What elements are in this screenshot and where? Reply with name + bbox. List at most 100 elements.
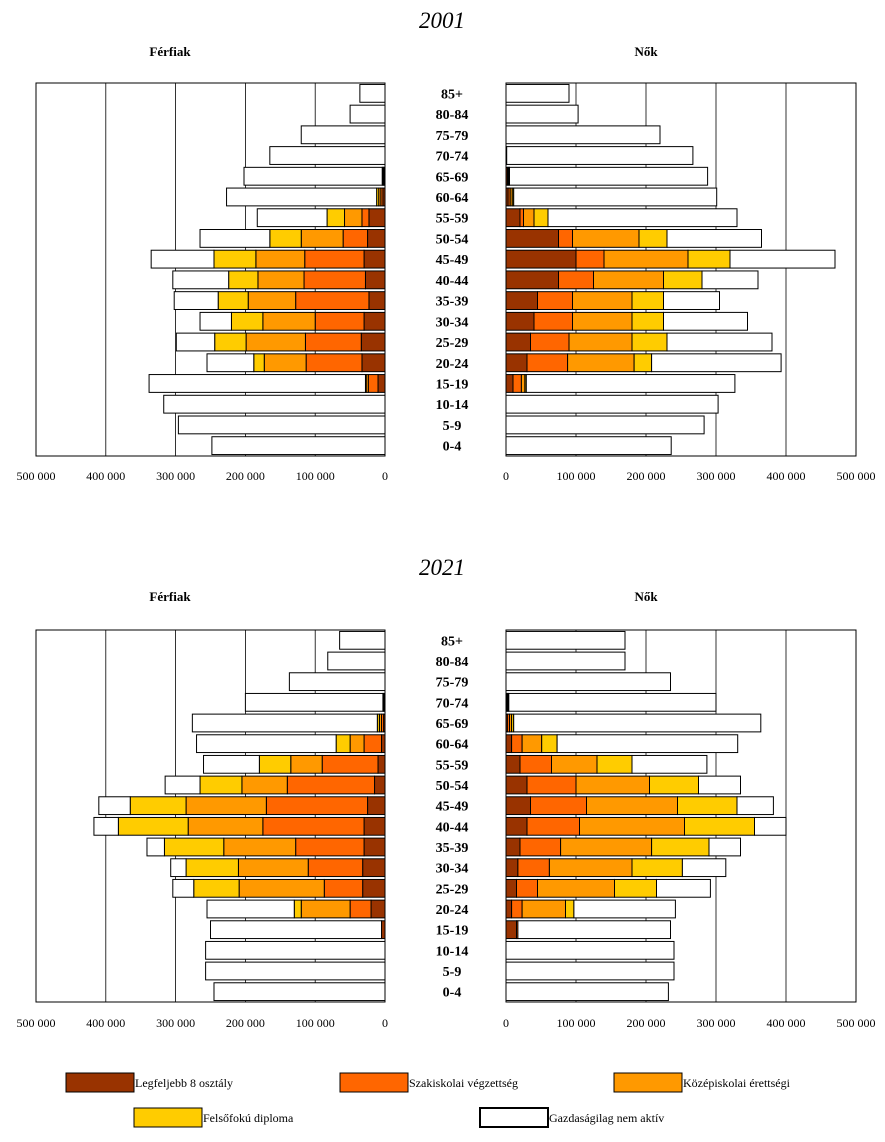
- women-bar-szakiskolai-végzettség: [558, 270, 594, 290]
- men-bar-felsőfokú-diploma: [185, 858, 239, 878]
- women-bar-gazdaságilag-nem-aktív: [505, 415, 705, 435]
- women-bar-gazdaságilag-nem-aktív: [573, 899, 676, 919]
- women-bar-felsőfokú-diploma: [541, 734, 558, 754]
- age-group-label: 35-39: [436, 841, 469, 856]
- women-bar-gazdaságilag-nem-aktív: [525, 374, 736, 393]
- women-x-tick-label: 500 000: [837, 1016, 876, 1030]
- women-bar-legfeljebb-8-osztály: [505, 332, 531, 352]
- men-bar-gazdaságilag-nem-aktív: [173, 291, 219, 310]
- women-bar-gazdaságilag-nem-aktív: [701, 270, 759, 290]
- women-bar-felsőfokú-diploma: [651, 837, 710, 857]
- women-bar-legfeljebb-8-osztály: [505, 270, 559, 290]
- age-group-label: 85+: [441, 87, 463, 102]
- legend-label: Szakiskolai végzettség: [409, 1076, 518, 1090]
- women-bar-középiskolai-érettségi: [568, 332, 633, 352]
- legend-item: Gazdaságilag nem aktív: [479, 1107, 664, 1128]
- women-bar-szakiskolai-végzettség: [537, 291, 573, 310]
- women-bar-szakiskolai-végzettség: [519, 208, 524, 228]
- women-bar-legfeljebb-8-osztály: [505, 816, 528, 836]
- women-bar-legfeljebb-8-osztály: [505, 754, 521, 774]
- women-bar-gazdaságilag-nem-aktív: [681, 858, 727, 878]
- men-bar-felsőfokú-diploma: [258, 754, 292, 774]
- age-group-label: 5-9: [443, 965, 462, 980]
- legend-item: Felsőfokú diploma: [133, 1107, 294, 1128]
- women-bar-szakiskolai-végzettség: [526, 353, 569, 373]
- men-bar-felsőfokú-diploma: [228, 270, 259, 290]
- age-group-label: 40-44: [436, 274, 469, 289]
- men-bar-felsőfokú-diploma: [335, 734, 351, 754]
- women-bar-középiskolai-érettségi: [560, 837, 653, 857]
- women-bar-felsőfokú-diploma: [631, 858, 683, 878]
- legend-label: Középiskolai érettségi: [683, 1076, 791, 1090]
- women-bar-legfeljebb-8-osztály: [505, 920, 517, 940]
- women-bar-gazdaságilag-nem-aktív: [513, 187, 718, 207]
- women-x-tick-label: 100 000: [557, 1016, 596, 1030]
- men-bar-felsőfokú-diploma: [253, 353, 265, 373]
- men-bar-gazdaságilag-nem-aktív: [191, 713, 378, 733]
- men-bar-gazdaságilag-nem-aktív: [150, 249, 215, 269]
- men-bar-gazdaságilag-nem-aktív: [146, 837, 165, 857]
- men-x-tick-label: 500 000: [17, 1016, 56, 1030]
- men-x-tick-label: 100 000: [296, 1016, 335, 1030]
- women-bar-legfeljebb-8-osztály: [505, 796, 531, 816]
- women-x-tick-label: 500 000: [837, 469, 876, 483]
- age-group-label: 65-69: [436, 717, 469, 732]
- women-bar-középiskolai-érettségi: [520, 374, 526, 393]
- men-bar-középiskolai-érettségi: [300, 229, 344, 248]
- men-bar-gazdaságilag-nem-aktív: [172, 878, 195, 898]
- men-x-tick-label: 200 000: [226, 1016, 265, 1030]
- men-bar-gazdaságilag-nem-aktív: [164, 775, 201, 795]
- women-bar-középiskolai-érettségi: [551, 754, 598, 774]
- men-bar-gazdaságilag-nem-aktív: [244, 692, 384, 712]
- women-bar-gazdaságilag-nem-aktív: [513, 713, 762, 733]
- age-group-label: 30-34: [436, 315, 469, 330]
- women-x-tick-label: 400 000: [767, 1016, 806, 1030]
- women-bar-középiskolai-érettségi: [603, 249, 689, 269]
- women-bar-gazdaságilag-nem-aktív: [666, 229, 762, 248]
- legend-swatch: [133, 1107, 203, 1128]
- men-bar-legfeljebb-8-osztály: [363, 816, 386, 836]
- women-bar-gazdaságilag-nem-aktív: [509, 166, 709, 186]
- men-x-tick-label: 300 000: [156, 1016, 195, 1030]
- women-bar-legfeljebb-8-osztály: [505, 734, 513, 754]
- women-bar-felsőfokú-diploma: [638, 229, 668, 248]
- men-bar-legfeljebb-8-osztály: [363, 249, 386, 269]
- men-bar-felsőfokú-diploma: [129, 796, 187, 816]
- women-bar-felsőfokú-diploma: [533, 208, 549, 228]
- women-panel-title: Nők: [634, 589, 658, 604]
- chart-title: 2021: [419, 555, 465, 580]
- men-bar-gazdaságilag-nem-aktív: [226, 187, 378, 207]
- age-group-label: 0-4: [443, 440, 462, 455]
- women-bar-legfeljebb-8-osztály: [505, 311, 535, 331]
- age-group-label: 85+: [441, 634, 463, 649]
- men-bar-gazdaságilag-nem-aktív: [177, 415, 386, 435]
- men-bar-legfeljebb-8-osztály: [364, 270, 386, 290]
- men-bar-középiskolai-érettségi: [300, 899, 351, 919]
- women-bar-szakiskolai-végzettség: [533, 311, 573, 331]
- men-bar-gazdaságilag-nem-aktív: [205, 940, 386, 960]
- women-bar-középiskolai-érettségi: [521, 734, 543, 754]
- legend-label: Legfeljebb 8 osztály: [135, 1076, 233, 1090]
- women-bar-gazdaságilag-nem-aktív: [505, 982, 669, 1002]
- women-bar-középiskolai-érettségi: [537, 878, 615, 898]
- women-bar-gazdaságilag-nem-aktív: [505, 436, 672, 456]
- men-bar-gazdaságilag-nem-aktív: [211, 436, 386, 456]
- women-bar-szakiskolai-végzettség: [519, 837, 562, 857]
- men-bar-legfeljebb-8-osztály: [367, 796, 386, 816]
- men-bar-gazdaságilag-nem-aktív: [206, 353, 255, 373]
- legend-swatch: [339, 1072, 409, 1093]
- women-bar-gazdaságilag-nem-aktív: [505, 672, 671, 692]
- women-bar-felsőfokú-diploma: [687, 249, 731, 269]
- men-bar-legfeljebb-8-osztály: [361, 353, 386, 373]
- legend-label: Felsőfokú diploma: [203, 1111, 294, 1125]
- women-bar-középiskolai-érettségi: [575, 775, 650, 795]
- men-bar-szakiskolai-végzettség: [363, 734, 383, 754]
- pyramid-2021: 2021 Férfiak Nők 500 000 400 000 300 000 200 0…: [17, 555, 876, 1030]
- men-x-tick-label: 400 000: [86, 1016, 125, 1030]
- men-bar-szakiskolai-végzettség: [349, 899, 372, 919]
- men-bar-szakiskolai-végzettség: [307, 858, 364, 878]
- men-bar-gazdaságilag-nem-aktív: [213, 982, 386, 1002]
- men-bar-legfeljebb-8-osztály: [362, 858, 386, 878]
- men-bar-gazdaságilag-nem-aktív: [349, 104, 386, 124]
- men-bar-felsőfokú-diploma: [269, 229, 302, 248]
